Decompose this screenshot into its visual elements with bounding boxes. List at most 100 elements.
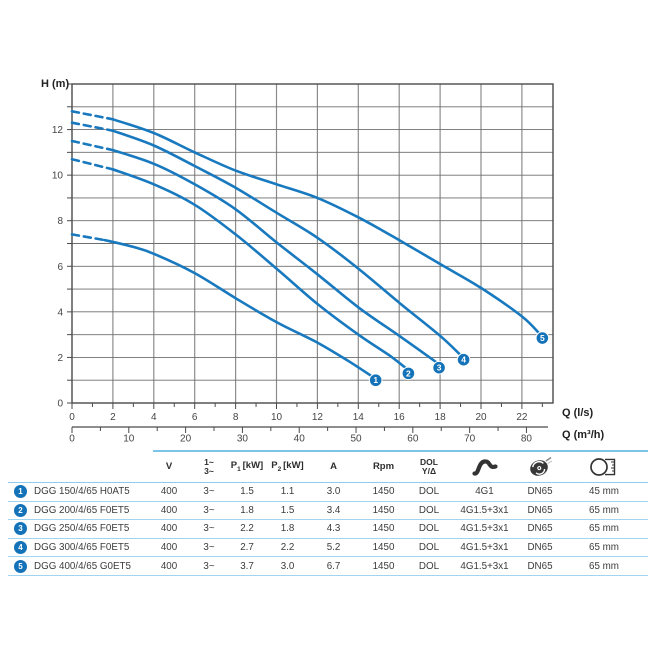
curve-marker-3 <box>432 360 446 375</box>
cell-v: 400 <box>160 542 178 554</box>
x-tick-label: 18 <box>435 412 447 423</box>
cell-p1: 1.8 <box>240 504 254 516</box>
x-tick-label: 12 <box>312 412 324 423</box>
column-header-voltage: V <box>165 460 173 472</box>
table-row-3: 3 DGG 250/4/65 F0ET5 400 3~ 2.2 1.8 4.3 1450 DOL… <box>8 520 648 539</box>
pump-data-table: V 1~ 3~ P1 [kW] P2 [kW] A Rpm DOL Y/Δ <box>8 450 648 576</box>
cell-v: 400 <box>160 504 178 516</box>
cell-p2: 1.5 <box>280 504 295 516</box>
y-tick-label: 10 <box>52 171 64 182</box>
curve-number-badge: 4 <box>14 541 27 555</box>
model-name: DGG 150/4/65 H0AT5 <box>34 486 130 498</box>
y-tick-label: 0 <box>57 399 63 410</box>
column-header-discharge <box>520 456 560 478</box>
cell-p2: 3.0 <box>280 560 295 572</box>
cell-rpm: 1450 <box>372 560 395 572</box>
cell-dn: DN65 <box>527 504 553 516</box>
x-axis-ls-label: Q (l/s) <box>562 407 594 419</box>
cell-a: 3.0 <box>326 486 341 498</box>
cell-a: 4.3 <box>326 523 341 535</box>
x2-tick-label: 60 <box>407 434 419 445</box>
column-header-p2: P2 [kW] <box>271 459 304 473</box>
x2-tick-label: 20 <box>180 434 192 445</box>
x-axis-m3h-label: Q (m³/h) <box>562 429 605 441</box>
curve-5 <box>111 118 542 336</box>
curve-5-dashed <box>70 110 115 121</box>
y-tick-label: 12 <box>52 125 64 136</box>
column-header-current: A <box>330 460 337 472</box>
model-cell: 5 DGG 400/4/65 G0ET5 <box>8 559 148 573</box>
table-header: V 1~ 3~ P1 [kW] P2 [kW] A Rpm DOL Y/Δ <box>8 450 648 483</box>
cell-passage: 65 mm <box>589 523 619 535</box>
cell-phase: 3~ <box>203 504 215 516</box>
cell-start: DOL <box>418 542 440 554</box>
column-header-starting: DOL Y/Δ <box>420 456 438 476</box>
x-tick-label: 0 <box>69 412 75 423</box>
table-row-2: 2 DGG 200/4/65 F0ET5 400 3~ 1.8 1.5 3.4 1450 DOL… <box>8 502 648 521</box>
pump-curve-chart: 0 2 4 6 8 10 12 0 2 4 6 8 10 12 14 16 18 20 22 0 10 20 30 40 50 6… <box>41 78 605 445</box>
curve-number-badge: 1 <box>14 485 27 499</box>
impeller-icon <box>530 456 553 476</box>
cell-passage: 65 mm <box>589 560 619 572</box>
cell-passage: 65 mm <box>589 542 619 554</box>
cell-v: 400 <box>160 486 178 498</box>
cell-p1: 2.7 <box>240 542 254 554</box>
curve-3-dashed <box>70 139 115 152</box>
curve-marker-2 <box>401 366 416 381</box>
y-tick-label: 6 <box>57 262 63 273</box>
cell-p1: 2.2 <box>240 523 254 535</box>
cell-rpm: 1450 <box>372 542 395 554</box>
x-tick-label: 2 <box>110 412 116 423</box>
cell-start: DOL <box>418 560 440 572</box>
model-cell: 1 DGG 150/4/65 H0AT5 <box>8 485 148 499</box>
table-row-4: 4 DGG 300/4/65 F0ET5 400 3~ 2.7 2.2 5.2 1450 DOL… <box>8 539 648 558</box>
x2-tick-label: 10 <box>123 434 135 445</box>
curve-marker-label: 4 <box>461 355 466 365</box>
cell-p2: 1.1 <box>280 486 295 498</box>
cell-phase: 3~ <box>203 542 215 554</box>
curve-number-badge: 5 <box>14 559 27 573</box>
cell-phase: 3~ <box>203 486 215 498</box>
curve-marker-label: 3 <box>437 363 442 373</box>
curve-marker-label: 1 <box>373 375 378 385</box>
cell-phase: 3~ <box>203 560 215 572</box>
curve-2-dashed <box>70 157 115 171</box>
column-header-cable <box>449 456 520 478</box>
model-cell: 4 DGG 300/4/65 F0ET5 <box>8 541 148 555</box>
cell-v: 400 <box>160 560 178 572</box>
model-name: DGG 300/4/65 F0ET5 <box>34 542 130 554</box>
table-row-5: 5 DGG 400/4/65 G0ET5 400 3~ 3.7 3.0 6.7 1450 DOL… <box>8 557 648 576</box>
cell-a: 3.4 <box>326 504 341 516</box>
x-tick-label: 14 <box>353 412 365 423</box>
cell-cable: 4G1.5+3x1 <box>460 560 509 572</box>
cell-rpm: 1450 <box>372 504 395 516</box>
curve-1 <box>103 238 374 379</box>
curve-1-dashed <box>70 233 106 242</box>
cell-rpm: 1450 <box>372 523 395 535</box>
x2-tick-label: 0 <box>69 434 75 445</box>
cell-p1: 3.7 <box>240 560 254 572</box>
x-tick-label: 22 <box>516 412 528 423</box>
x2-tick-label: 40 <box>294 434 306 445</box>
curve-marker-4 <box>456 352 471 367</box>
model-name: DGG 250/4/65 F0ET5 <box>34 523 130 535</box>
cell-dn: DN65 <box>527 523 553 535</box>
cell-phase: 3~ <box>203 523 215 535</box>
cable-icon <box>471 459 498 476</box>
x2-tick-label: 50 <box>350 434 362 445</box>
curve-3 <box>111 148 438 364</box>
x2-tick-label: 70 <box>464 434 476 445</box>
curve-number-badge: 3 <box>14 522 27 536</box>
cell-start: DOL <box>418 523 440 535</box>
column-header-phase: 1~ 3~ <box>204 456 214 476</box>
column-header-rpm: Rpm <box>372 460 395 472</box>
x2-tick-label: 80 <box>521 434 533 445</box>
cell-dn: DN65 <box>527 486 553 498</box>
x2-tick-label: 30 <box>237 434 249 445</box>
outlet-icon <box>590 458 616 476</box>
column-header-p1: P1 [kW] <box>230 459 264 473</box>
y-axis-label: H (m) <box>41 78 70 90</box>
cell-cable: 4G1.5+3x1 <box>460 542 509 554</box>
x-tick-label: 10 <box>271 412 283 423</box>
